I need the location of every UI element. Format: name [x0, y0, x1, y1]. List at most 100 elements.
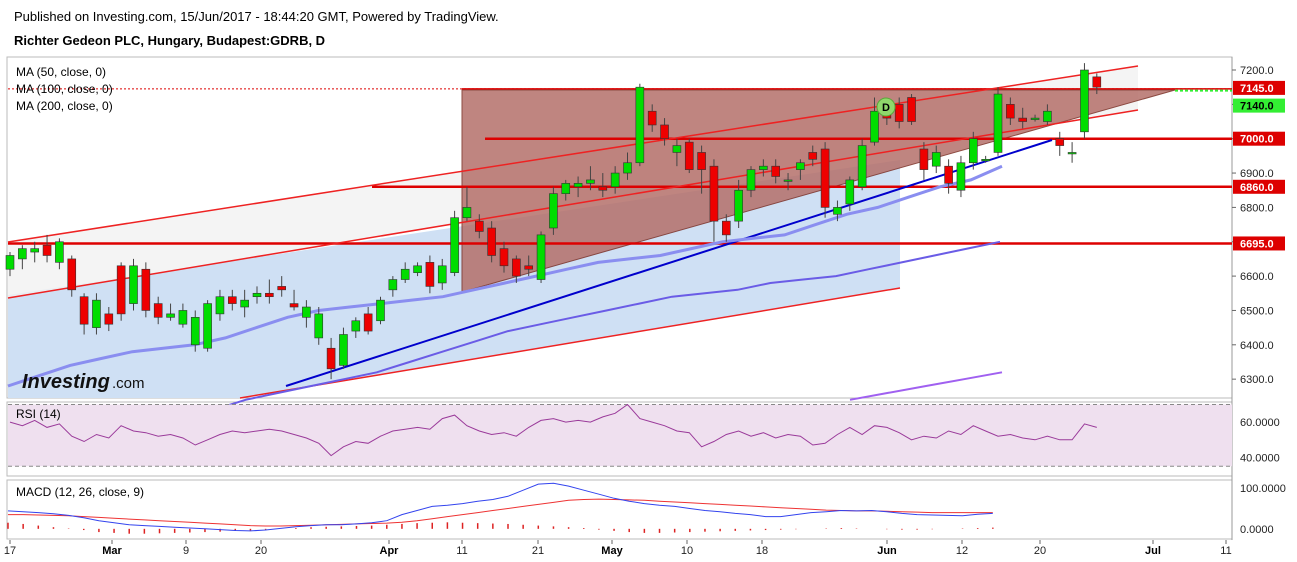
candle-up: [30, 248, 40, 253]
candle-up: [981, 159, 990, 162]
candle-down: [709, 165, 719, 222]
x-tick-label: 17: [4, 545, 16, 557]
candle-down: [116, 265, 126, 315]
rsi-tick-label: 60.0000: [1240, 417, 1280, 429]
x-tick-label: Mar: [102, 545, 122, 557]
candle-up: [437, 265, 447, 284]
candle-up: [129, 265, 138, 304]
rsi-legend: RSI (14): [16, 407, 61, 421]
x-tick-label: 20: [1034, 545, 1046, 557]
candle-up: [92, 299, 101, 328]
pattern-d-marker: [876, 97, 896, 117]
price-tag-label: 6860.0: [1240, 182, 1274, 194]
candle-down: [499, 248, 509, 267]
candle-up: [252, 292, 262, 298]
candle-down: [894, 104, 904, 122]
candle-down: [153, 303, 163, 318]
candle-up: [672, 145, 682, 153]
rsi-tick-label: 40.0000: [1240, 452, 1280, 464]
channel-upper: [7, 65, 1139, 243]
candle-up: [759, 165, 768, 170]
candle-down: [425, 262, 435, 287]
candle-up: [240, 299, 249, 308]
candle-up: [388, 279, 398, 291]
candle-up: [1067, 152, 1077, 155]
candle-down: [277, 286, 287, 291]
x-tick-label: Apr: [380, 545, 400, 557]
candle-down: [907, 97, 916, 122]
candle-up: [18, 248, 27, 260]
candle-up: [931, 152, 941, 167]
candle-up: [623, 162, 632, 174]
price-tick-label: 7200.0: [1240, 65, 1274, 77]
candle-down: [820, 148, 830, 208]
rsi-panel[interactable]: [8, 403, 1232, 467]
channel-lower: [7, 109, 1139, 299]
candle-up: [993, 93, 1003, 153]
candle-up: [339, 334, 348, 366]
candle-up: [796, 162, 805, 170]
candle-down: [228, 296, 237, 304]
candle-down: [1055, 138, 1065, 146]
macd-tick-label: 100.0000: [1240, 483, 1286, 495]
candle-up: [635, 86, 645, 164]
candle-up: [215, 296, 225, 315]
x-tick-label: Jun: [877, 545, 897, 557]
macd-panel[interactable]: [7, 482, 994, 534]
candle-up: [351, 320, 361, 332]
candle-up: [746, 169, 756, 191]
x-tick-label: 21: [532, 545, 544, 557]
candle-down: [771, 165, 781, 177]
candle-down: [660, 124, 669, 139]
instrument-title: Richter Gedeon PLC, Hungary, Budapest:GD…: [14, 33, 326, 48]
ma100-legend: MA (100, close, 0): [16, 82, 113, 96]
candle-down: [684, 141, 694, 170]
price-tag: [1233, 80, 1285, 95]
price-tick-label: 6600.0: [1240, 271, 1274, 283]
candle-up: [833, 207, 842, 215]
candle-down: [944, 165, 953, 184]
macd-tick-label: 0.0000: [1240, 524, 1274, 536]
candle-up: [956, 162, 966, 191]
candle-down: [1018, 117, 1028, 122]
candle-down: [474, 220, 484, 232]
candle-down: [79, 296, 89, 325]
ma50-line: [7, 164, 1003, 388]
candle-down: [808, 152, 818, 160]
candle-up: [536, 234, 546, 280]
macd-legend: MACD (12, 26, close, 9): [16, 485, 144, 499]
candle-down: [512, 258, 521, 277]
price-panel[interactable]: D: [5, 63, 1232, 415]
axes: 6300.06400.06500.06600.06700.06800.06900…: [4, 65, 1286, 557]
x-tick-label: May: [601, 545, 623, 557]
trend-line: [285, 139, 1053, 387]
price-tick-label: 6900.0: [1240, 168, 1274, 180]
ma200-legend: MA (200, close, 0): [16, 99, 113, 113]
price-tick-label: 6500.0: [1240, 305, 1274, 317]
candle-up: [203, 303, 212, 349]
price-tag: [1233, 236, 1285, 251]
price-tick-label: 6400.0: [1240, 340, 1274, 352]
investing-logo: Investing .com: [22, 371, 145, 393]
candle-up: [302, 306, 311, 318]
published-caption: Published on Investing.com, 15/Jun/2017 …: [14, 9, 499, 24]
candle-up: [450, 217, 459, 273]
candle-up: [314, 313, 324, 339]
candle-up: [5, 255, 15, 270]
candle-up: [783, 179, 793, 182]
candle-up: [166, 313, 175, 318]
candle-down: [487, 227, 496, 256]
candle-up: [857, 145, 867, 188]
candle-up: [178, 310, 188, 325]
price-tag-label: 6695.0: [1240, 238, 1274, 250]
ma50-legend: MA (50, close, 0): [16, 65, 106, 79]
price-tick-label: 6800.0: [1240, 202, 1274, 214]
candle-up: [586, 179, 595, 184]
candle-up: [549, 193, 558, 229]
candle-down: [289, 303, 299, 308]
logo-wordmark: Investing: [22, 371, 110, 393]
candle-up: [610, 172, 620, 188]
candle-up: [400, 268, 410, 280]
candle-up: [734, 189, 743, 222]
